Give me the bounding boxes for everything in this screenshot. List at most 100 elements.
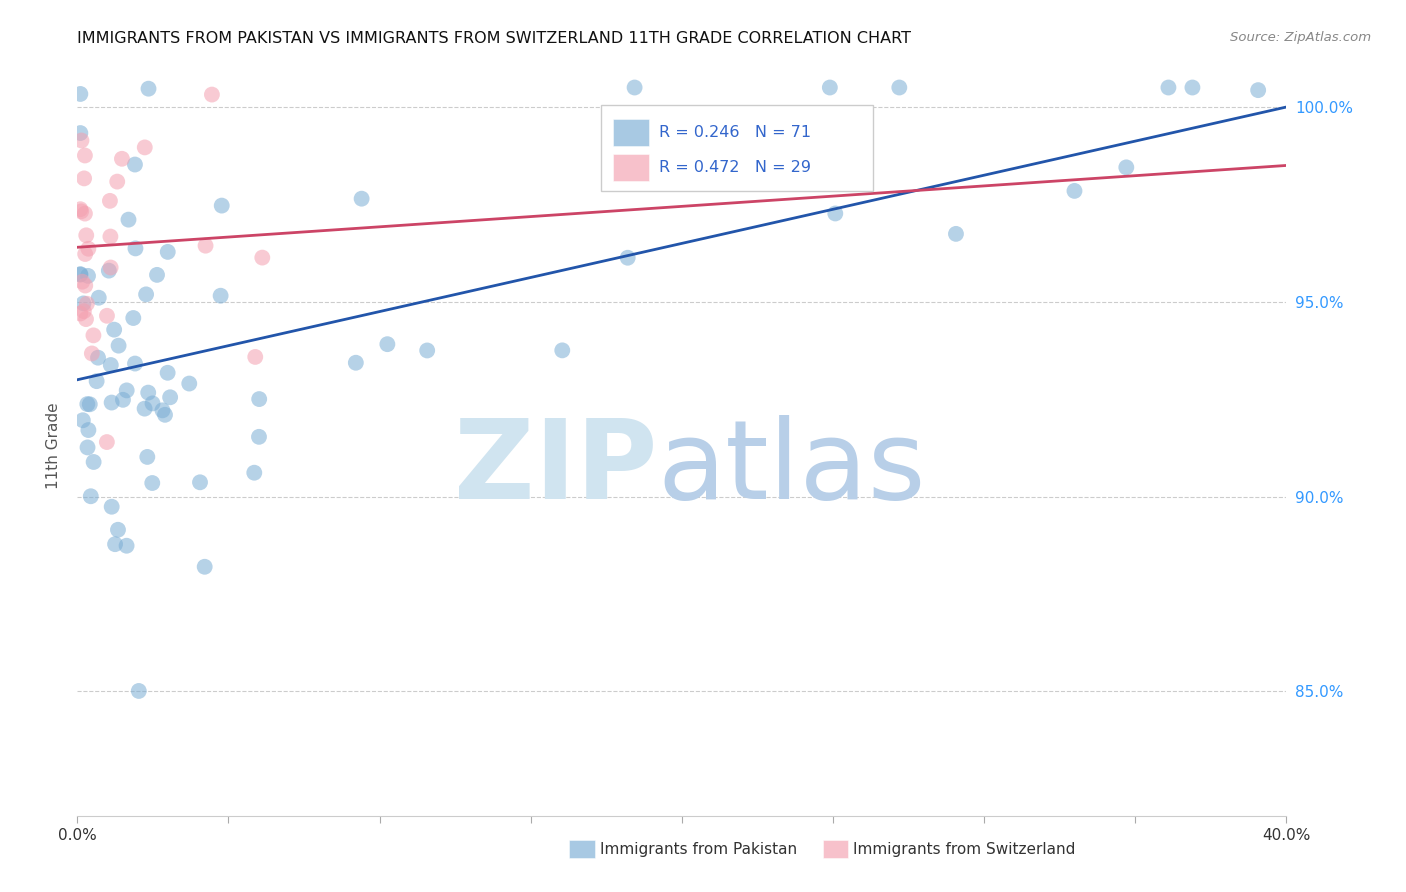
Point: [100, 229, 122, 244]
Point: [115, 539, 138, 553]
Point: [100, 395, 122, 409]
Point: [76, 297, 98, 311]
Point: [134, 401, 156, 416]
Point: [117, 212, 139, 227]
Point: [69, 87, 91, 101]
Text: Immigrants from Pakistan: Immigrants from Pakistan: [600, 842, 797, 856]
Point: [350, 192, 373, 206]
Point: [79, 397, 101, 411]
Point: [83, 455, 105, 469]
Point: [107, 523, 129, 537]
Point: [77, 242, 100, 256]
FancyBboxPatch shape: [600, 105, 873, 191]
Point: [735, 130, 758, 145]
Text: R = 0.472   N = 29: R = 0.472 N = 29: [659, 160, 811, 175]
Point: [889, 80, 911, 95]
Point: [75, 312, 97, 326]
Point: [100, 500, 122, 514]
Point: [945, 227, 967, 241]
Point: [209, 289, 232, 303]
Point: [115, 384, 138, 398]
Point: [69, 126, 91, 140]
Point: [70, 133, 93, 147]
Point: [69, 267, 91, 281]
Point: [69, 306, 91, 320]
Point: [87, 351, 110, 365]
Point: [73, 304, 96, 318]
Point: [96, 435, 118, 450]
Point: [134, 140, 156, 154]
Point: [136, 450, 159, 464]
Point: [96, 309, 118, 323]
Point: [77, 423, 100, 437]
Point: [188, 475, 211, 490]
Text: Immigrants from Switzerland: Immigrants from Switzerland: [853, 842, 1076, 856]
Point: [100, 260, 122, 275]
Point: [623, 80, 645, 95]
Point: [75, 228, 97, 243]
Point: [128, 684, 150, 698]
Point: [616, 251, 638, 265]
Point: [72, 296, 94, 310]
Point: [105, 175, 128, 189]
Text: IMMIGRANTS FROM PAKISTAN VS IMMIGRANTS FROM SWITZERLAND 11TH GRADE CORRELATION C: IMMIGRANTS FROM PAKISTAN VS IMMIGRANTS F…: [77, 31, 911, 46]
Point: [1115, 161, 1137, 175]
Point: [194, 238, 217, 252]
Point: [124, 157, 146, 171]
Point: [73, 206, 96, 220]
Point: [73, 148, 96, 162]
Point: [156, 366, 179, 380]
Point: [153, 408, 176, 422]
Point: [100, 358, 122, 372]
Point: [152, 403, 174, 417]
Point: [156, 244, 179, 259]
Point: [111, 152, 134, 166]
Point: [124, 241, 146, 255]
Point: [247, 392, 270, 406]
Point: [104, 537, 127, 551]
Point: [98, 194, 121, 208]
Bar: [613, 120, 650, 146]
Point: [179, 376, 201, 391]
Point: [69, 268, 91, 282]
Point: [194, 559, 217, 574]
Point: [818, 80, 841, 95]
Point: [1247, 83, 1270, 97]
Point: [122, 311, 145, 326]
Text: atlas: atlas: [658, 415, 927, 522]
Text: ZIP: ZIP: [454, 415, 658, 522]
Point: [344, 356, 367, 370]
Point: [245, 350, 267, 364]
Point: [107, 338, 129, 352]
Point: [111, 392, 134, 407]
Text: Source: ZipAtlas.com: Source: ZipAtlas.com: [1230, 31, 1371, 45]
Point: [141, 396, 163, 410]
Y-axis label: 11th Grade: 11th Grade: [46, 402, 62, 490]
Bar: [613, 154, 650, 181]
Point: [97, 263, 120, 277]
Point: [87, 291, 110, 305]
Point: [377, 337, 399, 351]
Point: [159, 390, 181, 404]
Point: [146, 268, 169, 282]
Point: [211, 198, 233, 212]
Point: [80, 489, 103, 503]
Point: [70, 204, 93, 219]
Point: [824, 206, 846, 220]
Point: [201, 87, 224, 102]
Text: R = 0.246   N = 71: R = 0.246 N = 71: [659, 125, 811, 140]
Point: [136, 385, 159, 400]
Point: [1157, 80, 1180, 95]
Point: [75, 247, 97, 261]
Point: [77, 268, 100, 283]
Point: [69, 202, 91, 217]
Point: [141, 475, 163, 490]
Point: [86, 374, 108, 388]
Point: [80, 346, 103, 360]
Point: [72, 413, 94, 427]
Point: [138, 81, 160, 95]
Point: [76, 397, 98, 411]
Point: [103, 323, 125, 337]
Point: [72, 275, 94, 289]
Point: [551, 343, 574, 358]
